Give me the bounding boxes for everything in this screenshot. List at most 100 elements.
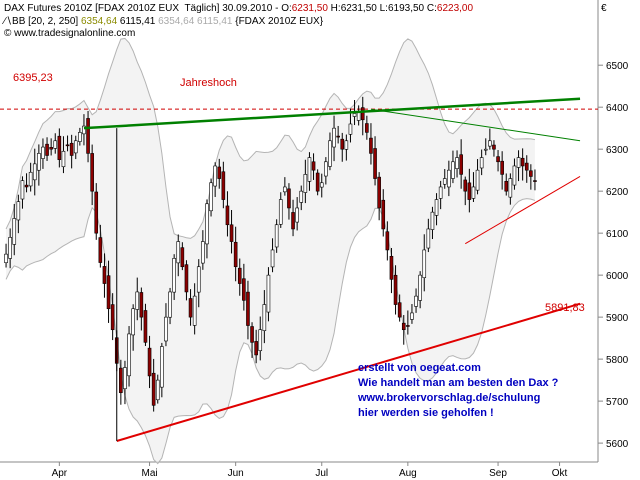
bb-label: BB [20, 2, 250]: [12, 16, 81, 27]
candle-body: [291, 212, 295, 230]
candle-body: [414, 295, 418, 307]
candle-body: [524, 162, 529, 171]
y-tick-label: 5700: [606, 397, 629, 408]
candle-body: [4, 253, 8, 264]
candle-body: [434, 199, 439, 216]
candle-body: [65, 144, 70, 147]
y-tick-label: 5900: [606, 313, 629, 324]
candle-body: [82, 125, 86, 135]
bb-suffix: {FDAX 2010Z EUX}: [232, 16, 324, 27]
candle-body: [479, 157, 484, 169]
candle-body: [16, 201, 21, 221]
x-tick-label: Jun: [228, 468, 244, 479]
candle-body: [69, 142, 74, 156]
candle-body: [127, 333, 131, 377]
candle-body: [385, 231, 390, 251]
candle-body: [180, 247, 185, 268]
candle-body: [508, 178, 513, 198]
candle-body: [365, 123, 369, 133]
trendline-triangle-support: [464, 176, 581, 245]
y-tick-label: 5600: [606, 439, 629, 450]
candle-body: [254, 341, 258, 356]
candle-body: [37, 153, 41, 171]
candle-body: [307, 157, 312, 182]
header-instrument: DAX Futures 2010Z [FDAX 2010Z EUX Täglic…: [4, 3, 282, 14]
candle-body: [94, 191, 99, 234]
candle-body: [209, 182, 213, 212]
candle-body: [397, 302, 402, 318]
candle-body: [233, 241, 238, 268]
candle-body: [237, 267, 242, 284]
candle-body: [401, 322, 406, 331]
x-tick-label: Aug: [399, 468, 417, 479]
bollinger-upper: [5, 37, 536, 239]
candle-body: [258, 329, 263, 352]
x-tick-label: Mai: [141, 468, 157, 479]
candle-body: [201, 241, 205, 264]
trendline-support: [116, 302, 581, 442]
candle-body: [73, 140, 78, 154]
candle-body: [49, 147, 53, 150]
candle-body: [12, 218, 17, 245]
candle-body: [340, 138, 345, 150]
candle-body: [278, 199, 283, 225]
bollinger-bands: [5, 37, 536, 465]
y-tick-label: 5800: [606, 355, 629, 366]
low-trend-label: 5891,83: [545, 302, 585, 314]
candle-body: [324, 161, 328, 177]
candle-body: [516, 157, 521, 168]
currency-symbol: €: [601, 3, 607, 14]
candle-body: [360, 107, 365, 121]
trendline-down-trend: [370, 108, 581, 142]
candle-body: [492, 144, 496, 150]
candle-body: [106, 275, 111, 310]
candle-body: [418, 274, 422, 301]
y-axis: 5600 5700 5800 5900 6000 6100 6200 6300 6400 6500: [598, 61, 629, 450]
copyright: © www.tradesignalonline.com: [4, 28, 135, 40]
trendlines: [83, 97, 581, 442]
candle-body: [315, 172, 320, 192]
candle-body: [348, 123, 353, 135]
candle-body: [455, 157, 459, 169]
candle-body: [139, 292, 144, 318]
candle-body: [188, 298, 193, 318]
candle-body: [164, 316, 168, 342]
candle-body: [283, 186, 287, 193]
candle-body: [475, 169, 480, 191]
candle-body: [229, 224, 234, 242]
candle-body: [20, 180, 25, 200]
candle-body: [447, 169, 451, 188]
candle-body: [369, 137, 373, 154]
candle-body: [246, 291, 250, 326]
x-tick-label: Jul: [315, 468, 328, 479]
candle-body: [520, 157, 525, 167]
candle-body: [488, 140, 492, 147]
chart-header: DAX Futures 2010Z [FDAX 2010Z EUX Täglic…: [4, 3, 473, 15]
bb-value-1: 6354,64: [80, 16, 118, 27]
candle-body: [196, 266, 201, 293]
candle-body: [225, 205, 230, 226]
candle-body: [393, 274, 398, 305]
candle-body: [299, 190, 304, 203]
ohlc-label: O:: [281, 3, 292, 14]
candle-body: [319, 182, 324, 188]
candle-body: [422, 249, 427, 279]
candle-body: [463, 179, 468, 192]
x-tick-label: Apr: [52, 468, 68, 479]
candles: [4, 96, 537, 412]
bb-header: ∕∖BB [20, 2, 250] 6354,64 6115,41 6354,6…: [4, 16, 323, 28]
candle-body: [119, 367, 123, 394]
candle-body: [192, 295, 197, 326]
ohlc-label: H:: [327, 3, 341, 14]
candle-body: [168, 291, 172, 318]
candle-body: [24, 184, 29, 188]
candle-body: [451, 161, 455, 179]
candle-body: [373, 148, 377, 179]
candle-body: [135, 291, 140, 310]
candle-body: [217, 166, 222, 179]
ohlc-value: 6223,00: [436, 3, 474, 14]
y-tick-label: 6400: [606, 103, 629, 114]
candle-body: [205, 203, 209, 245]
header-ohlc: O:6231,50 H:6231,50 L:6193,50 C:6223,00: [281, 3, 473, 14]
high-label: Jahreshoch: [180, 77, 237, 89]
